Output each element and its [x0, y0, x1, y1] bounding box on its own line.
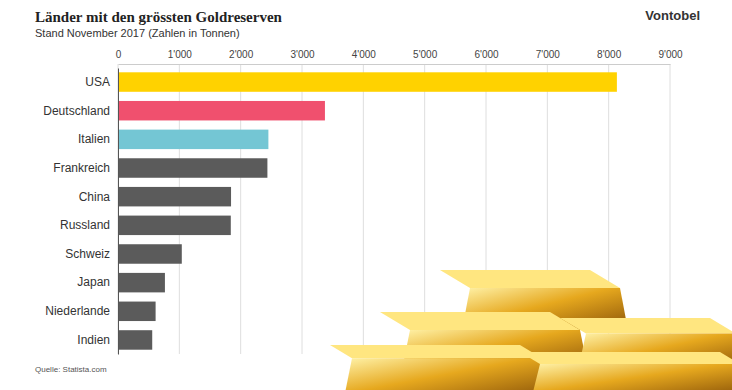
- grid: [118, 64, 670, 354]
- x-tick-label: 7'000: [536, 49, 561, 60]
- ingot-front: [532, 364, 732, 390]
- y-tick-label: Schweiz: [65, 247, 110, 261]
- y-tick: Russland: [60, 218, 118, 232]
- bar: [118, 187, 231, 206]
- x-tick-label: 4'000: [352, 49, 377, 60]
- chart-svg: Länder mit den grössten Goldreserven Stan…: [0, 0, 732, 390]
- x-tick-label: 9'000: [658, 49, 683, 60]
- x-tick: 0: [116, 49, 122, 64]
- y-tick: USA: [85, 75, 118, 89]
- x-tick: 8'000: [597, 49, 622, 64]
- gold-ingot: [520, 352, 732, 390]
- y-tick: Schweiz: [65, 247, 118, 261]
- grid-line: [424, 64, 425, 354]
- ingot-top: [380, 312, 580, 330]
- title: Länder mit den grössten Goldreserven: [35, 9, 283, 25]
- bar: [118, 158, 267, 177]
- x-tick-label: 6'000: [474, 49, 499, 60]
- brand: Vontobel: [645, 8, 700, 23]
- source: Quelle: Statista.com: [35, 365, 107, 374]
- gold-ingot: [330, 345, 550, 390]
- bar: [118, 273, 165, 292]
- x-tick: 2'000: [229, 49, 254, 64]
- x-axis-line: [119, 64, 671, 65]
- x-tick: 3'000: [290, 49, 315, 64]
- gold-image: [330, 270, 732, 390]
- y-tick-label: China: [79, 190, 111, 204]
- y-tick: Indien: [77, 333, 118, 347]
- bar: [118, 330, 152, 349]
- ingot-top: [560, 318, 732, 334]
- x-tick: 9'000: [658, 49, 683, 64]
- y-tick: Japan: [77, 275, 118, 289]
- y-axis: USA Deutschland Italien Frankreich China Russ…: [43, 69, 118, 355]
- y-tick-label: Deutschland: [43, 104, 110, 118]
- bar: [118, 130, 268, 149]
- ingot-front: [344, 358, 550, 390]
- bar: [118, 244, 182, 263]
- x-tick-label: 8'000: [597, 49, 622, 60]
- ingot-top: [440, 270, 620, 288]
- y-tick: Italien: [78, 132, 118, 146]
- x-tick-label: 2'000: [229, 49, 254, 60]
- y-tick-label: USA: [85, 75, 110, 89]
- x-tick: 4'000: [352, 49, 377, 64]
- y-tick-label: Indien: [77, 333, 110, 347]
- y-tick-label: Russland: [60, 218, 110, 232]
- x-axis: 0 1'000 2'000 3'000 4'000 5'000 6'000 7'000 8'00…: [116, 49, 683, 65]
- y-tick-label: Niederlande: [45, 304, 110, 318]
- y-tick: Frankreich: [53, 161, 118, 175]
- x-tick: 7'000: [536, 49, 561, 64]
- grid-line: [363, 64, 364, 354]
- x-tick: 1'000: [168, 49, 193, 64]
- subtitle: Stand November 2017 (Zahlen in Tonnen): [35, 27, 240, 39]
- grid-line: [118, 64, 119, 354]
- y-tick: Deutschland: [43, 104, 118, 118]
- x-tick-label: 3'000: [290, 49, 315, 60]
- x-tick-label: 5'000: [413, 49, 438, 60]
- y-tick-label: Frankreich: [53, 161, 110, 175]
- y-axis-line: [118, 69, 119, 355]
- x-tick-label: 1'000: [168, 49, 193, 60]
- y-tick: Niederlande: [45, 304, 118, 318]
- bar: [118, 302, 156, 321]
- y-tick-label: Japan: [77, 275, 110, 289]
- bar: [118, 216, 231, 235]
- x-tick: 6'000: [474, 49, 499, 64]
- y-tick: China: [79, 190, 118, 204]
- bar: [118, 72, 617, 91]
- ingot-top: [520, 352, 732, 364]
- x-tick: 5'000: [413, 49, 438, 64]
- x-tick-label: 0: [116, 49, 122, 60]
- y-tick-label: Italien: [78, 132, 110, 146]
- grid-line: [670, 64, 671, 354]
- bar: [118, 101, 325, 120]
- ingot-top: [330, 345, 542, 358]
